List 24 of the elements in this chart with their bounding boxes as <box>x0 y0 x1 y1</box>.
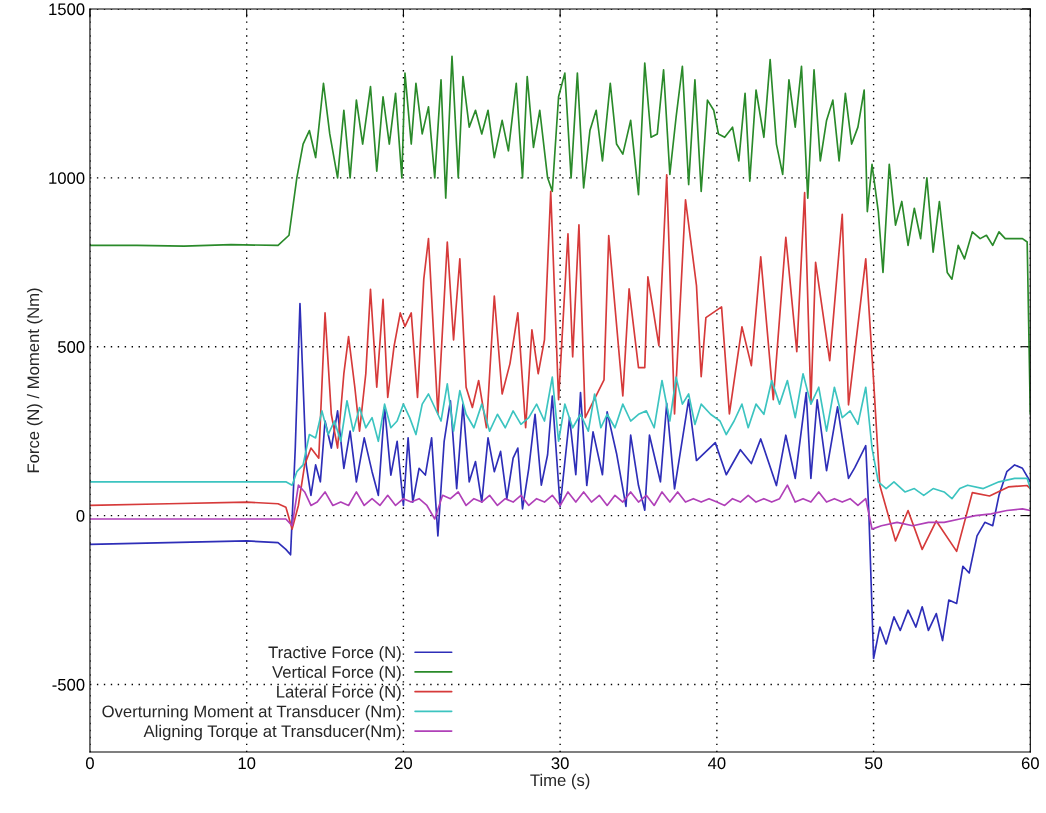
legend-label: Aligning Torque at Transducer(Nm) <box>143 724 401 741</box>
x-tick-label: 10 <box>238 757 256 770</box>
x-tick-label: 20 <box>394 757 413 770</box>
y-tick-label: 1500 <box>49 3 85 16</box>
legend-label: Lateral Force (N) <box>277 685 401 701</box>
y-tick-label: 1000 <box>49 172 85 185</box>
y-tick-label: 500 <box>57 341 85 353</box>
x-tick-label: 0 <box>85 757 94 770</box>
line-series <box>89 173 1031 553</box>
legend-label: Overturning Moment at Transducer (Nm) <box>102 705 401 721</box>
x-axis-title: Time (s) <box>530 773 590 790</box>
y-axis-title: Force (N) / Moment (Nm) <box>26 288 43 473</box>
x-tick-label: 30 <box>551 757 569 770</box>
line-series <box>89 484 1031 530</box>
legend-label: Vertical Force (N) <box>272 665 401 682</box>
legend-label: Tractive Force (N) <box>268 646 401 662</box>
line-series <box>89 372 1031 500</box>
line-series <box>89 302 1031 660</box>
x-tick-label: 60 <box>1021 757 1039 770</box>
x-tick-label: 50 <box>864 757 883 770</box>
x-tick-label: 40 <box>707 757 726 770</box>
y-tick-label: -500 <box>52 678 85 691</box>
line-series <box>89 55 1031 416</box>
y-tick-label: 0 <box>76 509 85 522</box>
